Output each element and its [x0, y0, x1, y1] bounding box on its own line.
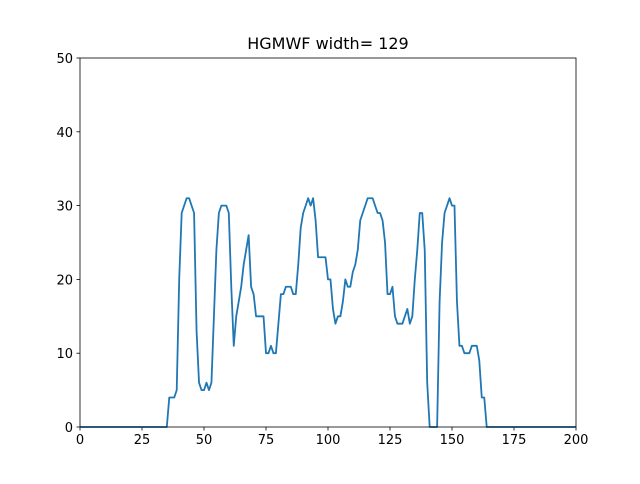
chart-title: HGMWF width= 129	[247, 34, 408, 53]
x-tick-label: 50	[196, 433, 213, 448]
y-tick-label: 30	[56, 200, 73, 215]
x-tick-label: 100	[316, 433, 341, 448]
x-tick-label: 150	[440, 433, 465, 448]
x-tick-label: 200	[564, 433, 589, 448]
plot-frame	[79, 57, 577, 428]
x-tick-label: 175	[502, 433, 527, 448]
y-tick-label: 10	[56, 347, 73, 362]
y-tick-label: 0	[65, 421, 73, 436]
y-tick-label: 20	[56, 273, 73, 288]
y-tick-label: 40	[56, 126, 73, 141]
x-tick-label: 0	[76, 433, 84, 448]
x-tick-label: 75	[258, 433, 275, 448]
y-tick-label: 50	[56, 52, 73, 67]
x-tick-label: 125	[378, 433, 403, 448]
x-tick-label: 25	[134, 433, 151, 448]
